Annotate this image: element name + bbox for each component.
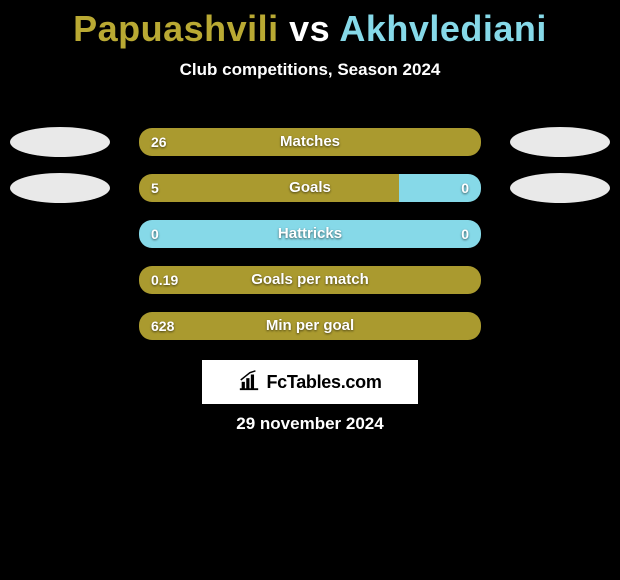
badge-text: FcTables.com bbox=[266, 372, 381, 393]
bar-segment-left bbox=[139, 174, 399, 202]
stat-row: 26Matches bbox=[0, 128, 620, 156]
stat-rows: 26Matches 50Goals 00Hattricks 0.19Goals per… bbox=[0, 128, 620, 358]
title-vs: vs bbox=[279, 8, 340, 49]
page-title: Papuashvili vs Akhvlediani bbox=[0, 8, 620, 50]
stat-row: 0.19Goals per match bbox=[0, 266, 620, 294]
stat-bar: 50Goals bbox=[139, 174, 481, 202]
title-player1: Papuashvili bbox=[73, 8, 279, 49]
stat-row: 00Hattricks bbox=[0, 220, 620, 248]
player2-avatar bbox=[510, 173, 610, 203]
stat-bar: 26Matches bbox=[139, 128, 481, 156]
bar-segment-left bbox=[139, 266, 481, 294]
bar-chart-icon bbox=[238, 369, 260, 396]
stat-row: 628Min per goal bbox=[0, 312, 620, 340]
bar-segment-left bbox=[139, 312, 481, 340]
bar-segment-right bbox=[399, 174, 481, 202]
player1-avatar bbox=[10, 173, 110, 203]
source-badge[interactable]: FcTables.com bbox=[202, 360, 418, 404]
bar-segment-right bbox=[139, 220, 481, 248]
title-player2: Akhvlediani bbox=[339, 8, 547, 49]
stat-row: 50Goals bbox=[0, 174, 620, 202]
player1-avatar bbox=[10, 127, 110, 157]
player2-avatar bbox=[510, 127, 610, 157]
stat-bar: 0.19Goals per match bbox=[139, 266, 481, 294]
comparison-infographic: Papuashvili vs Akhvlediani Club competit… bbox=[0, 8, 620, 580]
date-label: 29 november 2024 bbox=[0, 414, 620, 434]
stat-bar: 628Min per goal bbox=[139, 312, 481, 340]
stat-bar: 00Hattricks bbox=[139, 220, 481, 248]
bar-segment-left bbox=[139, 128, 481, 156]
subtitle: Club competitions, Season 2024 bbox=[0, 60, 620, 80]
